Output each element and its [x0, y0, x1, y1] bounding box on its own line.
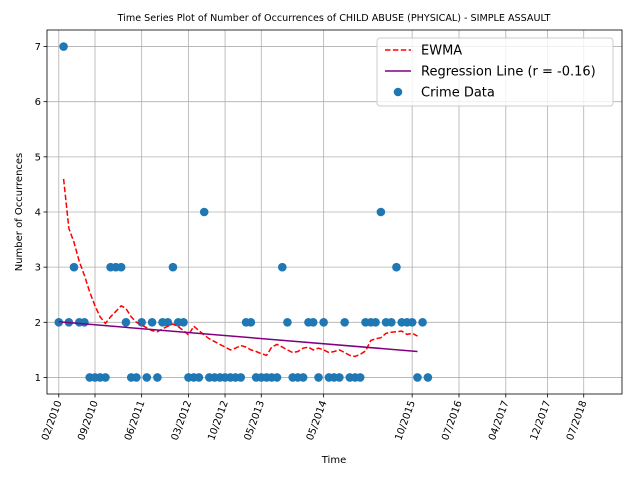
y-tick-label: 3: [35, 263, 41, 274]
data-point: [199, 207, 209, 217]
data-point: [308, 318, 318, 327]
y-tick-label: 2: [35, 318, 41, 329]
legend: EWMA Regression Line (r = -0.16) Crime Dat…: [376, 37, 614, 107]
data-point: [283, 318, 292, 327]
data-point: [163, 318, 173, 327]
data-point: [376, 207, 386, 217]
chart-title: Time Series Plot of Number of Occurrence…: [117, 13, 551, 24]
y-tick-label: 1: [35, 373, 41, 384]
data-point: [153, 373, 162, 382]
data-point: [355, 373, 365, 382]
data-point: [413, 373, 422, 382]
data-point: [272, 373, 282, 382]
data-point: [423, 373, 433, 382]
data-point: [179, 318, 188, 327]
x-axis-label: Time: [321, 455, 346, 466]
data-point: [132, 373, 141, 382]
y-axis-label: Number of Occurrences: [14, 153, 25, 272]
grid-lines: [47, 30, 622, 394]
plot-area: [54, 42, 433, 382]
legend-swatch: [393, 87, 403, 97]
data-point: [246, 318, 256, 327]
legend-label: Crime Data: [421, 86, 495, 101]
data-point: [371, 318, 380, 327]
data-point: [418, 318, 427, 327]
y-tick-label: 6: [35, 97, 41, 108]
data-point: [387, 318, 396, 327]
data-point: [69, 262, 79, 272]
data-point: [59, 42, 68, 51]
data-point: [392, 262, 401, 272]
legend-label: EWMA: [421, 44, 462, 59]
data-point: [137, 318, 146, 327]
data-point: [142, 373, 152, 382]
data-point: [407, 318, 417, 327]
legend-label: Regression Line (r = -0.16): [421, 65, 596, 80]
data-point: [194, 373, 204, 382]
ewma-line: [62, 178, 418, 358]
data-point: [335, 373, 344, 382]
data-point: [319, 318, 328, 327]
y-tick-label: 7: [35, 42, 41, 53]
data-point: [298, 373, 308, 382]
y-tick-label: 4: [35, 208, 41, 219]
data-point: [116, 262, 126, 272]
regression-line: [58, 321, 418, 353]
y-tick-label: 5: [35, 152, 41, 163]
legend-box: [376, 37, 614, 107]
data-point: [314, 373, 323, 382]
data-point: [147, 318, 157, 327]
data-point: [236, 373, 246, 382]
data-point: [80, 318, 89, 327]
data-point: [121, 318, 131, 327]
data-point: [101, 373, 110, 382]
data-point: [168, 262, 178, 272]
data-point: [277, 262, 287, 272]
data-point: [340, 318, 349, 327]
